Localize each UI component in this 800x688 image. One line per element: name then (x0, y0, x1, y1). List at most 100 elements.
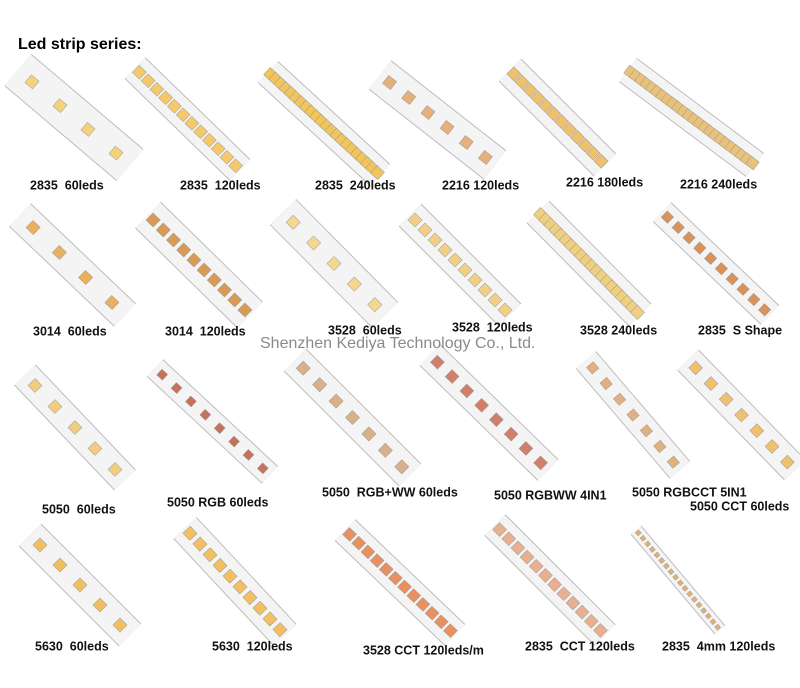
led (252, 600, 268, 616)
led (671, 220, 685, 234)
led (328, 393, 344, 409)
item-label: 5050 RGB 60leds (167, 495, 268, 509)
item-label: 3528 120leds (452, 320, 533, 334)
led (112, 617, 128, 633)
led (437, 242, 453, 258)
led (346, 276, 362, 292)
item-label: 5050 RGB+WW 60leds (322, 485, 458, 499)
led (546, 106, 561, 121)
led (342, 527, 357, 542)
title: Led strip series: (18, 36, 142, 53)
led (533, 455, 548, 471)
led (158, 90, 173, 106)
led (565, 595, 581, 611)
led (433, 614, 449, 630)
led (682, 231, 696, 245)
led (447, 252, 463, 268)
led (312, 377, 328, 393)
led (459, 383, 475, 399)
led (704, 251, 718, 265)
strip-body (631, 526, 725, 634)
item-label: 3528 240leds (580, 323, 657, 337)
led (232, 579, 248, 595)
led (196, 262, 212, 278)
led (667, 568, 675, 575)
led (206, 272, 222, 288)
led (554, 114, 569, 129)
led (72, 577, 88, 593)
item-label: 2216 180leds (566, 175, 643, 189)
item-label: 5050 CCT 60leds (690, 499, 789, 513)
led (227, 292, 243, 308)
led (108, 145, 124, 161)
led (467, 272, 483, 288)
led (145, 212, 161, 228)
led (170, 382, 183, 394)
led-strip (652, 202, 780, 325)
led-strip (146, 359, 279, 484)
led-strip (124, 57, 251, 181)
led-strip (526, 200, 652, 327)
led (202, 547, 218, 563)
led (417, 222, 433, 238)
led (561, 121, 577, 137)
led (693, 241, 707, 255)
strip-body (485, 515, 615, 645)
led (360, 544, 376, 560)
led (394, 459, 410, 475)
item-label: 3014 120leds (165, 324, 246, 338)
strip-body (125, 57, 250, 181)
item-label: 2835 S Shape (698, 323, 782, 337)
led (388, 570, 403, 586)
led (705, 612, 712, 620)
led (474, 398, 489, 413)
led (478, 150, 493, 165)
led (574, 604, 590, 620)
led (104, 295, 120, 310)
led (688, 360, 703, 376)
led (714, 623, 721, 631)
led (577, 137, 593, 153)
led (666, 455, 680, 469)
led (176, 242, 192, 258)
led (47, 399, 63, 414)
led-strip (4, 53, 144, 182)
item-label: 3528 60leds (328, 323, 402, 337)
led (530, 90, 546, 106)
led (489, 412, 504, 427)
led-strip (619, 57, 764, 178)
led (501, 531, 517, 547)
strip-body (147, 359, 278, 484)
led (217, 282, 232, 298)
item-label: 2835 60leds (30, 178, 104, 192)
led (427, 232, 443, 248)
item-label: 2216 120leds (442, 178, 519, 192)
led-strip (419, 344, 559, 481)
led (639, 424, 653, 438)
led (709, 618, 717, 625)
strip-body (499, 59, 616, 176)
led-strip (8, 203, 137, 327)
strip-body (9, 204, 136, 326)
led (182, 525, 198, 541)
led (672, 573, 679, 581)
led (87, 441, 103, 456)
led (663, 562, 670, 570)
led (538, 98, 554, 114)
led (407, 212, 423, 228)
labels: 2835 60leds 2835 120leds 2835 240leds 2216 … (30, 175, 789, 657)
led (585, 145, 601, 161)
led-strip (630, 525, 726, 635)
led (212, 558, 228, 573)
led (644, 540, 651, 548)
led-strip (269, 198, 399, 329)
led (272, 622, 288, 638)
led (24, 74, 40, 90)
led (506, 66, 522, 82)
led (586, 361, 600, 375)
item-label: 5630 120leds (212, 639, 293, 653)
led (242, 449, 255, 461)
led (749, 423, 765, 438)
led (257, 462, 269, 475)
